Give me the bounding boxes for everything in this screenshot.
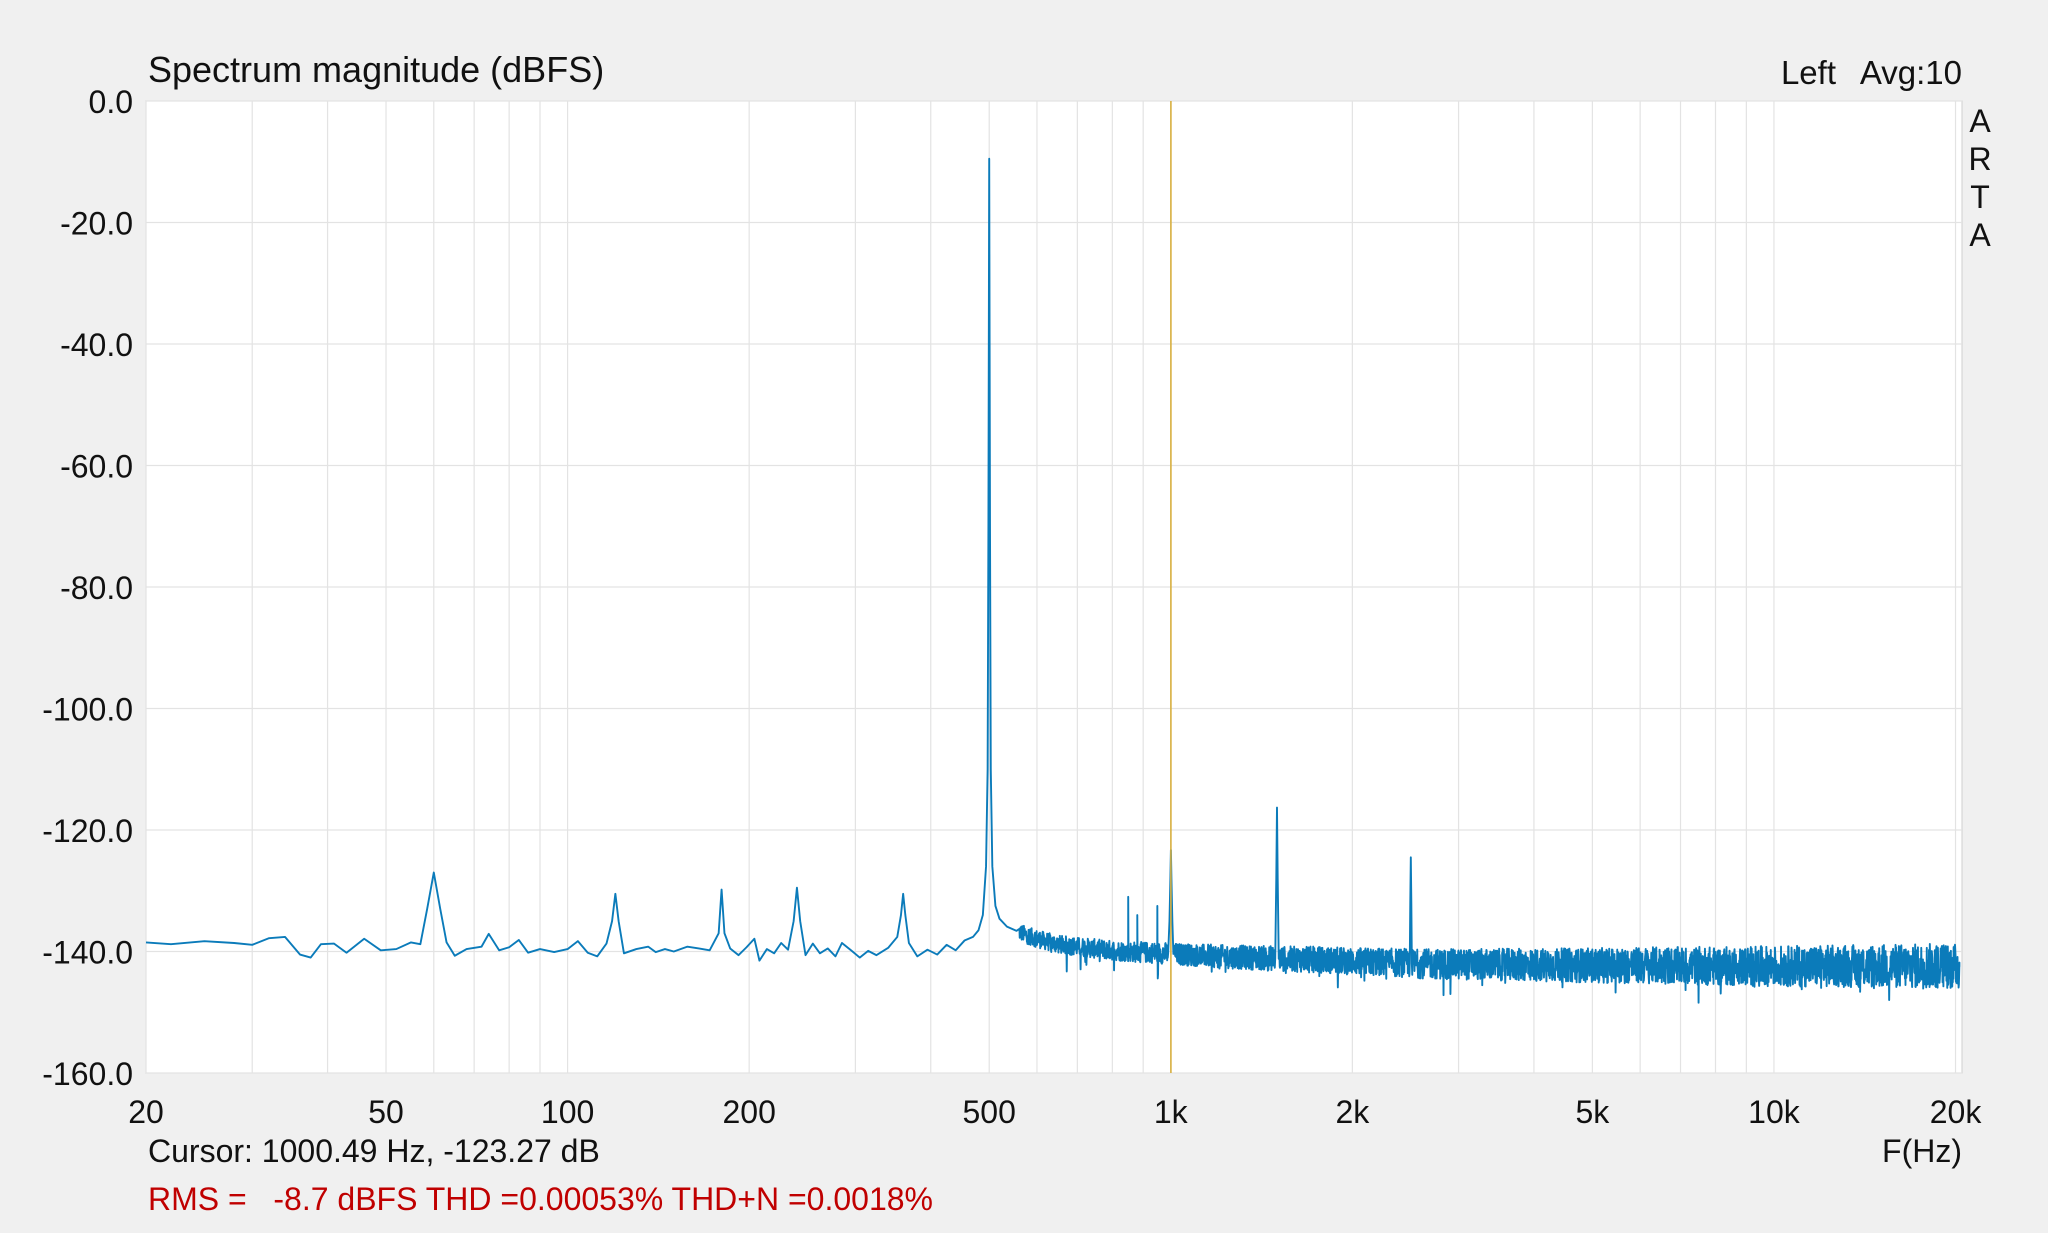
y-tick-label: -80.0 bbox=[60, 570, 133, 606]
y-tick-labels: 0.0 -20.0 -40.0 -60.0 -80.0 -100.0 -120.0 -140.… bbox=[42, 84, 133, 1092]
x-tick-label: 200 bbox=[722, 1094, 775, 1130]
y-tick-label: -160.0 bbox=[42, 1056, 133, 1092]
x-tick-labels: 20 50 100 200 500 1k 2k 5k 10k 20k bbox=[128, 1094, 1982, 1130]
stats-readout: RMS = -8.7 dBFS THD =0.00053% THD+N =0.0… bbox=[148, 1181, 933, 1217]
x-tick-label: 10k bbox=[1748, 1094, 1801, 1130]
x-tick-label: 20 bbox=[128, 1094, 164, 1130]
y-tick-label: -140.0 bbox=[42, 935, 133, 971]
side-label-letter: A bbox=[1969, 103, 1991, 139]
grid-lines bbox=[145, 100, 1962, 1074]
side-label-letter: R bbox=[1968, 141, 1991, 177]
x-tick-label: 5k bbox=[1575, 1094, 1610, 1130]
channel-label: Left bbox=[1781, 54, 1836, 91]
y-tick-label: -20.0 bbox=[60, 206, 133, 242]
x-tick-label: 2k bbox=[1335, 1094, 1370, 1130]
y-tick-label: -40.0 bbox=[60, 327, 133, 363]
x-tick-label: 1k bbox=[1154, 1094, 1189, 1130]
side-label-letter: T bbox=[1970, 179, 1990, 215]
average-count-label: Avg:10 bbox=[1860, 54, 1962, 91]
cursor-readout: Cursor: 1000.49 Hz, -123.27 dB bbox=[148, 1133, 600, 1169]
y-tick-label: 0.0 bbox=[89, 84, 133, 120]
side-label-letter: A bbox=[1969, 217, 1991, 253]
x-axis-label: F(Hz) bbox=[1882, 1133, 1962, 1169]
spectrum-trace bbox=[145, 157, 1961, 1004]
y-tick-label: -60.0 bbox=[60, 449, 133, 485]
x-tick-label: 50 bbox=[368, 1094, 404, 1130]
y-tick-label: -120.0 bbox=[42, 813, 133, 849]
x-tick-label: 500 bbox=[963, 1094, 1016, 1130]
x-tick-label: 100 bbox=[541, 1094, 594, 1130]
y-tick-label: -100.0 bbox=[42, 692, 133, 728]
chart-title: Spectrum magnitude (dBFS) bbox=[148, 49, 604, 90]
x-tick-label: 20k bbox=[1930, 1094, 1983, 1130]
trace-layer bbox=[145, 157, 1961, 1004]
